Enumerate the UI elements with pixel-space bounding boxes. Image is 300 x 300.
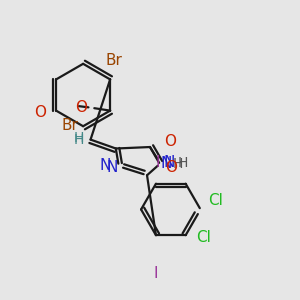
Text: Cl: Cl: [208, 193, 223, 208]
Text: N: N: [160, 157, 172, 172]
Text: N: N: [106, 160, 118, 175]
Text: Cl: Cl: [196, 230, 211, 245]
Text: O: O: [75, 100, 87, 115]
Text: H: H: [74, 131, 84, 145]
Text: Br: Br: [61, 118, 78, 133]
Text: O: O: [34, 105, 46, 120]
Text: I: I: [155, 155, 160, 170]
Text: N: N: [164, 155, 175, 170]
Text: I: I: [154, 266, 158, 281]
Text: Br: Br: [106, 53, 123, 68]
Text: O: O: [164, 134, 176, 148]
Text: N: N: [100, 158, 111, 173]
Text: H: H: [178, 156, 188, 170]
Text: H: H: [172, 157, 183, 171]
Text: H: H: [74, 133, 84, 147]
Text: O: O: [166, 160, 178, 175]
